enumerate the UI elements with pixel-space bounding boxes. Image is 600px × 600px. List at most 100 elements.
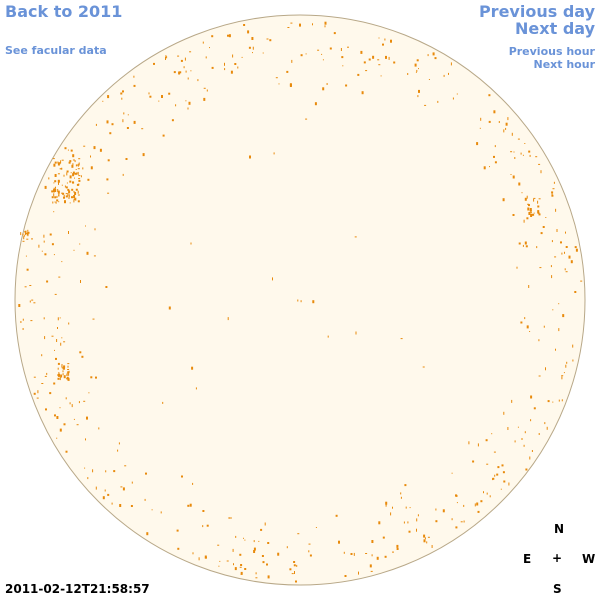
facula-mark	[326, 83, 328, 85]
facula-mark	[53, 187, 56, 189]
facula-mark	[195, 387, 197, 390]
facula-mark	[432, 52, 434, 54]
facula-mark	[123, 112, 125, 115]
facula-mark	[472, 460, 475, 463]
facula-mark	[183, 66, 185, 69]
facula-mark	[146, 532, 149, 536]
facula-mark	[120, 92, 123, 95]
facula-mark	[125, 158, 128, 160]
facula-mark	[66, 182, 68, 184]
facula-mark	[540, 232, 543, 235]
facula-mark	[545, 367, 546, 371]
facula-mark	[18, 304, 21, 307]
facula-mark	[308, 550, 310, 553]
see-facular-data-link[interactable]: See facular data	[5, 44, 107, 57]
facula-mark	[59, 317, 61, 319]
facula-mark	[20, 321, 22, 323]
facula-mark	[71, 404, 73, 408]
facula-mark	[63, 341, 66, 343]
facula-mark	[354, 236, 357, 238]
facula-mark	[53, 163, 56, 167]
facula-mark	[57, 374, 60, 377]
facula-mark	[177, 55, 180, 57]
compass-north-label: N	[554, 522, 565, 536]
facula-mark	[555, 348, 556, 351]
back-to-year-link[interactable]: Back to 2011	[5, 2, 123, 21]
facula-mark	[537, 200, 539, 204]
facula-mark	[185, 70, 187, 73]
facula-mark	[109, 132, 112, 135]
facula-mark	[432, 52, 435, 56]
facula-mark	[422, 366, 425, 368]
facula-mark	[26, 268, 29, 271]
facula-mark	[552, 188, 555, 190]
facula-mark	[53, 193, 55, 197]
facula-mark	[258, 540, 260, 542]
facula-mark	[38, 244, 40, 248]
facula-mark	[507, 427, 509, 430]
facula-mark	[342, 65, 344, 67]
facula-mark	[68, 231, 69, 234]
previous-day-link[interactable]: Previous day	[478, 2, 595, 21]
facula-mark	[160, 511, 162, 514]
facula-mark	[480, 500, 483, 503]
facula-mark	[267, 542, 270, 544]
facula-mark	[31, 299, 34, 301]
facula-mark	[74, 160, 76, 163]
facula-mark	[44, 336, 46, 340]
facula-mark	[501, 464, 504, 467]
facula-mark	[555, 208, 557, 212]
facula-mark	[54, 161, 57, 164]
facula-mark	[173, 71, 176, 74]
facula-mark	[524, 317, 526, 320]
previous-hour-link[interactable]: Previous hour	[508, 45, 595, 58]
facula-mark	[537, 210, 540, 214]
facula-mark	[314, 102, 317, 106]
facula-mark	[168, 306, 171, 310]
facula-mark	[27, 233, 29, 237]
facula-mark	[371, 554, 373, 557]
facula-mark	[269, 39, 272, 42]
facula-mark	[72, 159, 75, 161]
facula-mark	[321, 53, 323, 55]
facula-mark	[73, 418, 75, 420]
facula-mark	[56, 416, 59, 419]
facula-mark	[67, 193, 69, 197]
facula-mark	[483, 491, 484, 494]
facula-mark	[455, 526, 458, 529]
facula-mark	[161, 95, 163, 98]
facula-mark	[485, 439, 488, 442]
facula-mark	[516, 266, 518, 269]
facula-mark	[178, 71, 181, 75]
facula-mark	[63, 194, 65, 197]
facula-mark	[46, 372, 48, 375]
facula-mark	[343, 551, 345, 554]
facula-mark	[141, 128, 144, 130]
facula-mark	[554, 256, 557, 258]
facula-mark	[544, 422, 546, 425]
facula-mark	[69, 180, 72, 183]
facula-mark	[483, 166, 486, 170]
facula-mark	[72, 163, 74, 166]
facula-mark	[77, 171, 79, 175]
facula-mark	[427, 536, 430, 538]
facula-mark	[133, 120, 136, 124]
facula-mark	[417, 514, 419, 517]
compass-west-label: W	[582, 552, 596, 566]
next-hour-link[interactable]: Next hour	[533, 58, 596, 71]
facula-mark	[73, 249, 75, 251]
facula-mark	[289, 83, 292, 87]
facula-mark	[333, 32, 336, 35]
facula-mark	[80, 175, 82, 178]
facula-mark	[122, 173, 124, 176]
next-day-link[interactable]: Next day	[515, 19, 595, 38]
facula-mark	[51, 190, 54, 193]
facula-mark	[142, 153, 145, 157]
facula-mark	[543, 325, 545, 328]
facula-mark	[67, 365, 69, 368]
facula-mark	[64, 147, 67, 150]
facula-mark	[385, 503, 387, 507]
facula-mark	[58, 372, 60, 375]
facula-mark	[56, 195, 58, 198]
facula-mark	[489, 495, 491, 498]
